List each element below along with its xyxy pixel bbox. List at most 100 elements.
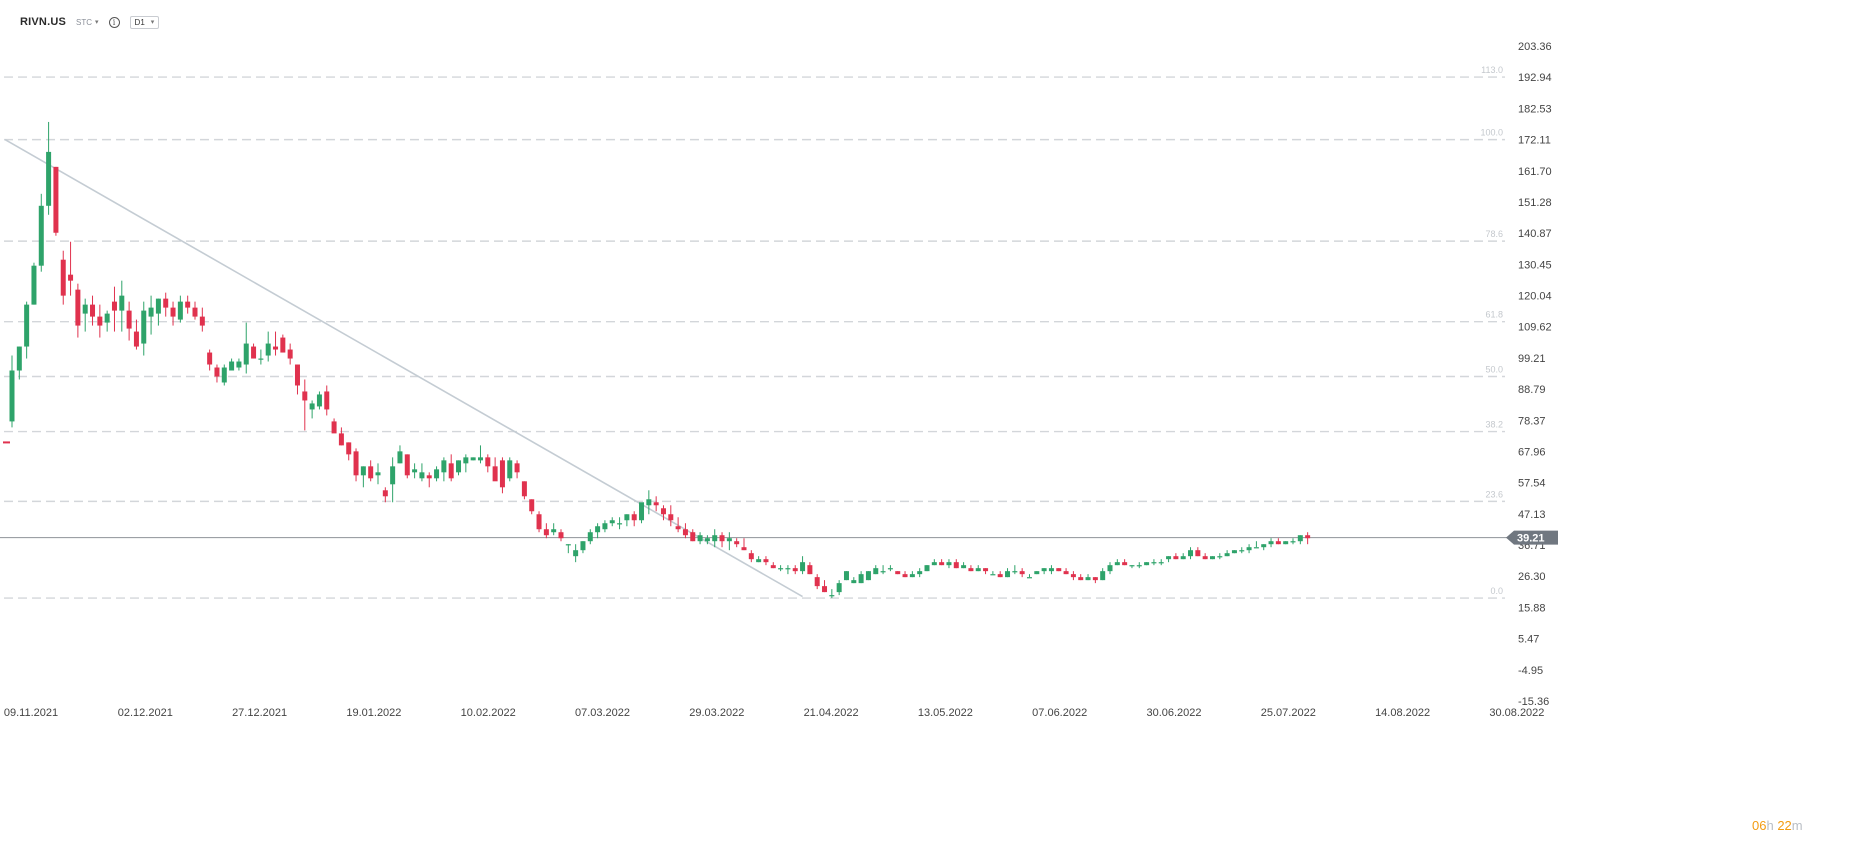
y-tick-label: 5.47 [1518, 634, 1539, 646]
candle-countdown: 06h 22m [1752, 818, 1803, 833]
x-tick-label: 27.12.2021 [232, 707, 287, 719]
candle-bear [529, 499, 535, 512]
y-tick-label: 182.53 [1518, 103, 1552, 115]
candle-bull [595, 526, 601, 533]
candle-bull [609, 520, 615, 524]
y-tick-label: 130.45 [1518, 259, 1552, 271]
x-tick-label: 10.02.2022 [461, 707, 516, 719]
candle-bull [1136, 565, 1142, 567]
candle-bear [1092, 577, 1098, 581]
candle-bull [1224, 553, 1230, 557]
candle-bull [887, 568, 893, 570]
candle-bull [141, 310, 147, 344]
candle-bull [1246, 547, 1252, 551]
candle-bull [975, 568, 981, 572]
candle-bull [477, 457, 483, 461]
candle-bull [38, 205, 44, 266]
candle-bull [917, 571, 923, 575]
candle-bull [221, 367, 227, 383]
candle-bear [426, 475, 432, 479]
candle-bull [1239, 550, 1245, 552]
candle-bear [719, 535, 725, 542]
candle-bull [587, 532, 593, 542]
y-axis: 203.36 192.94 182.53 172.11 161.70 151.28 140.… [1518, 41, 1552, 708]
y-tick-label: 172.11 [1518, 135, 1551, 147]
candle-bull [82, 304, 88, 314]
candle-bear [983, 568, 989, 572]
candle-bear [631, 514, 637, 521]
candle-bear [199, 316, 205, 326]
candle-bull [602, 523, 608, 530]
previous-close-marker [3, 441, 10, 444]
countdown-minutes: 22 [1777, 818, 1792, 833]
candle-bull [46, 151, 52, 206]
candle-bull [909, 574, 915, 578]
candle-bull [1048, 568, 1054, 572]
candle-bear [499, 460, 505, 488]
y-tick-label: 78.37 [1518, 415, 1546, 427]
candle-bear [126, 310, 132, 329]
fibonacci-levels: 113.0 100.0 78.6 61.8 50.0 38.2 23.6 0.0 [4, 65, 1505, 599]
candle-bear [492, 466, 498, 482]
symbol-label[interactable]: RIVN.US [20, 16, 67, 28]
y-tick-label: 161.70 [1518, 166, 1552, 178]
candle-bull [829, 595, 835, 597]
candle-bear [448, 463, 454, 479]
x-tick-label: 07.06.2022 [1032, 707, 1087, 719]
trendline-layer [4, 138, 803, 598]
y-tick-label: 120.04 [1518, 291, 1552, 303]
candle-bear [792, 568, 798, 572]
candle-bear [404, 454, 410, 476]
candle-bear [97, 316, 103, 326]
current-price-label: 39.21 [1517, 533, 1545, 545]
candle-bull [880, 571, 886, 573]
candle-bear [543, 529, 549, 536]
candle-bull [646, 499, 652, 506]
candle-bull [573, 550, 579, 557]
candle-bull [1209, 556, 1215, 560]
candle-bear [133, 331, 139, 347]
chart-header: RIVN.US STC ▾ i D1 ▾ [20, 13, 160, 31]
candle-bear [294, 364, 300, 386]
fib-level-label: 0.0 [1490, 586, 1503, 596]
fib-level-label: 23.6 [1485, 489, 1503, 499]
candle-bull [1290, 541, 1296, 543]
candle-bull [258, 358, 264, 360]
x-tick-label: 14.08.2022 [1375, 707, 1430, 719]
candle-bull [236, 361, 242, 368]
info-icon[interactable]: i [108, 16, 120, 28]
candle-bear [968, 568, 974, 572]
candle-bull [397, 451, 403, 464]
candle-bear [324, 391, 330, 410]
countdown-hours: 06 [1752, 818, 1767, 833]
candle-bear [192, 307, 198, 317]
candle-bull [419, 472, 425, 479]
fib-level-label: 50.0 [1485, 364, 1503, 374]
candle-bear [207, 352, 213, 365]
candle-bull [639, 502, 645, 521]
candle-bull [1034, 571, 1040, 575]
candle-bull [624, 514, 630, 521]
x-tick-label: 30.06.2022 [1146, 707, 1201, 719]
candle-bear [1063, 571, 1069, 575]
current-price-label-bg [1506, 530, 1558, 545]
y-tick-label: -4.95 [1518, 665, 1543, 677]
x-tick-label: 30.08.2022 [1489, 707, 1544, 719]
candle-bull [1012, 571, 1018, 573]
candle-bull [229, 361, 235, 371]
fib-level-label: 113.0 [1481, 65, 1503, 75]
candle-bull [31, 265, 37, 305]
y-tick-label: 99.21 [1518, 353, 1546, 365]
candle-bear [1173, 556, 1179, 560]
candle-bear [902, 574, 908, 578]
y-tick-label: 151.28 [1518, 197, 1552, 209]
candle-bull [1283, 541, 1289, 545]
timeframe-select[interactable]: D1 ▾ [129, 15, 160, 29]
candle-bull [1231, 550, 1237, 554]
candle-bull [800, 562, 806, 572]
instrument-type-selector[interactable]: STC ▾ [76, 18, 99, 27]
instrument-type-label: STC [76, 17, 93, 27]
candle-bear [1195, 550, 1201, 557]
y-tick-label: 203.36 [1518, 41, 1552, 53]
